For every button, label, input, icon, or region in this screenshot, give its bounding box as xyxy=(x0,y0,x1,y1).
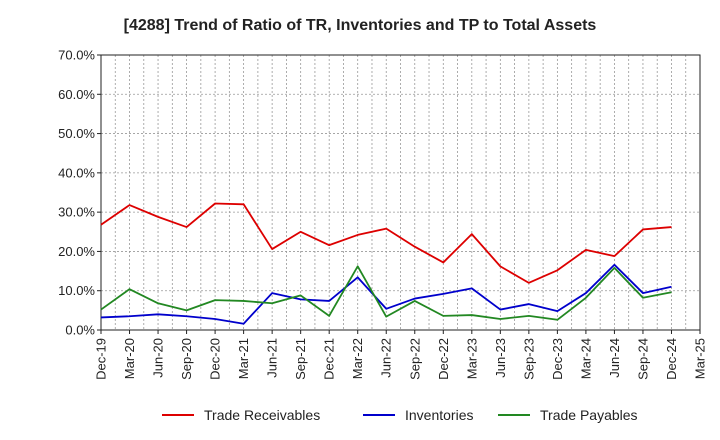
x-tick-label: Mar-23 xyxy=(464,338,479,379)
grid xyxy=(100,54,701,331)
x-tick-label: Mar-21 xyxy=(236,338,251,379)
legend-label: Trade Payables xyxy=(540,407,638,423)
x-tick-label: Sep-23 xyxy=(521,338,536,380)
x-tick-label: Dec-19 xyxy=(94,338,109,380)
legend-label: Inventories xyxy=(405,407,473,423)
x-axis: Dec-19 Mar-20 Jun-20 Sep-20 Dec-20 Mar-21 Jun-… xyxy=(94,330,708,380)
x-tick-label: Jun-20 xyxy=(151,338,166,378)
x-tick-label: Dec-20 xyxy=(208,338,223,380)
plot-area xyxy=(100,54,701,331)
y-tick-label: 40.0% xyxy=(58,165,95,180)
chart-title: [4288] Trend of Ratio of TR, Inventories… xyxy=(124,17,597,34)
series-line-inventories xyxy=(100,263,672,325)
y-tick-label: 50.0% xyxy=(58,126,95,141)
x-tick-label: Dec-24 xyxy=(664,338,679,380)
y-tick-label: 20.0% xyxy=(58,244,95,259)
legend: Trade Receivables Inventories Trade Payabl… xyxy=(162,407,638,423)
x-tick-label: Mar-20 xyxy=(122,338,137,379)
x-tick-label: Sep-22 xyxy=(407,338,422,380)
legend-label: Trade Receivables xyxy=(204,407,320,423)
x-tick-label: Sep-20 xyxy=(179,338,194,380)
y-tick-label: 70.0% xyxy=(58,48,95,63)
x-tick-label: Sep-21 xyxy=(293,338,308,380)
x-tick-label: Mar-22 xyxy=(350,338,365,379)
x-tick-label: Jun-24 xyxy=(607,338,622,378)
x-tick-label: Dec-21 xyxy=(322,338,337,380)
x-tick-label: Dec-23 xyxy=(550,338,565,380)
x-tick-label: Jun-22 xyxy=(379,338,394,378)
series-line-trade-receivables xyxy=(100,202,672,284)
x-tick-label: Mar-24 xyxy=(578,338,593,379)
x-tick-label: Dec-22 xyxy=(436,338,451,380)
y-tick-label: 0.0% xyxy=(65,323,95,338)
x-tick-label: Sep-24 xyxy=(635,338,650,380)
y-axis: 0.0% 10.0% 20.0% 30.0% 40.0% 50.0% 60.0% 70.0% xyxy=(58,48,101,338)
series-line-trade-payables xyxy=(100,265,672,321)
y-tick-label: 30.0% xyxy=(58,205,95,220)
series-group xyxy=(100,202,672,325)
y-tick-label: 10.0% xyxy=(58,283,95,298)
x-tick-label: Jun-21 xyxy=(265,338,280,378)
x-tick-label: Jun-23 xyxy=(493,338,508,378)
y-tick-label: 60.0% xyxy=(58,87,95,102)
x-tick-label: Mar-25 xyxy=(693,338,708,379)
